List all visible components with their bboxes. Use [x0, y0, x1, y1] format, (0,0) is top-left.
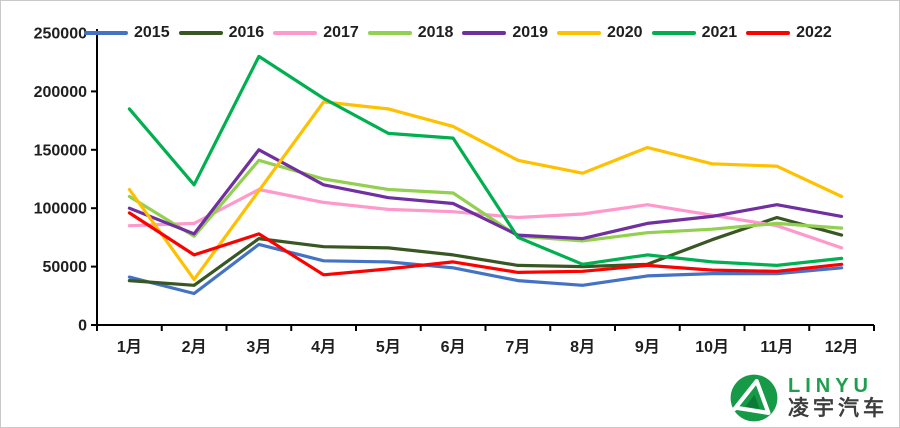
- x-tick-label: 5月: [376, 338, 401, 356]
- legend-line-swatch-2016: [178, 31, 223, 35]
- legend-item-2015: 2015: [84, 25, 170, 41]
- logo-brand-cn: 凌宇汽车: [788, 396, 888, 420]
- legend-label-2020: 2020: [606, 24, 643, 41]
- x-tick-label: 4月: [311, 338, 336, 356]
- legend-item-2018: 2018: [367, 24, 454, 41]
- x-tick-label: 2月: [182, 338, 207, 356]
- series-line-2021: [127, 54, 844, 267]
- legend-item-2020: 2020: [556, 24, 643, 41]
- legend-label-2016: 2016: [228, 24, 265, 41]
- legend-line-swatch-2019: [462, 31, 507, 35]
- series-line-2020: [127, 100, 844, 281]
- legend-label-2015: 2015: [134, 24, 170, 41]
- series-line-2019: [127, 148, 844, 241]
- series-line-2022: [127, 211, 844, 277]
- linyu-logo: LINYU 凌宇汽车: [728, 372, 888, 424]
- chart-legend: 2015 2016 2017 2018 2019 2020 2021 2022: [84, 25, 841, 41]
- x-tick-label: 9月: [635, 338, 660, 356]
- x-tick-label: 8月: [570, 338, 595, 356]
- legend-label-2021: 2021: [701, 24, 738, 41]
- legend-label-2017: 2017: [323, 24, 359, 41]
- series-line-2018: [127, 158, 844, 243]
- x-tick-label: 6月: [441, 338, 466, 356]
- legend-line-swatch-2015: [84, 31, 128, 35]
- legend-item-2019: 2019: [462, 25, 548, 41]
- y-tick-label: 150000: [34, 142, 87, 159]
- legend-label-2018: 2018: [417, 24, 454, 41]
- legend-label-2019: 2019: [512, 24, 548, 41]
- x-tick-label: 10月: [695, 338, 729, 356]
- x-tick-label: 3月: [246, 338, 271, 356]
- legend-line-swatch-2017: [273, 31, 318, 35]
- y-tick-label: 250000: [34, 26, 87, 43]
- legend-line-swatch-2018: [367, 31, 412, 35]
- legend-item-2016: 2016: [178, 24, 265, 41]
- legend-item-2022: 2022: [746, 25, 832, 41]
- x-tick-label: 7月: [505, 338, 530, 356]
- legend-line-swatch-2021: [651, 31, 696, 35]
- y-tick-label: 0: [78, 318, 87, 335]
- series-line-2015: [127, 242, 844, 296]
- legend-item-2017: 2017: [273, 25, 359, 41]
- x-tick-label: 11月: [760, 338, 793, 356]
- y-tick-label: 100000: [34, 201, 87, 218]
- linyu-emblem-icon: [728, 374, 778, 422]
- series-line-2016: [127, 215, 844, 287]
- legend-label-2022: 2022: [796, 24, 832, 41]
- y-tick-label: 200000: [34, 84, 87, 101]
- legend-line-swatch-2020: [556, 31, 601, 35]
- x-tick-label: 12月: [825, 338, 859, 356]
- x-tick-label: 1月: [117, 338, 142, 356]
- logo-brand-en: LINYU: [788, 374, 873, 397]
- y-tick-label: 50000: [43, 259, 88, 276]
- legend-line-swatch-2022: [746, 31, 791, 35]
- legend-item-2021: 2021: [651, 24, 738, 41]
